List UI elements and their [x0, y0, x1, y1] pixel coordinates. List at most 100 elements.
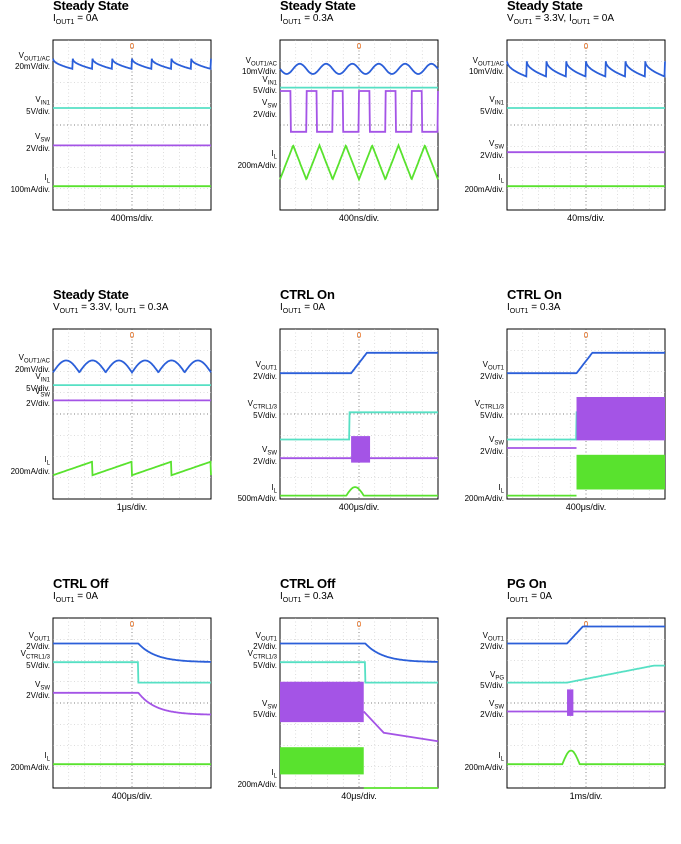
- panel-subtitle: VOUT1 = 3.3V, IOUT1 = 0.3A: [53, 302, 169, 315]
- time-scale-label: 1μs/div.: [116, 502, 148, 512]
- channel-label: VOUT1/AC 20mV/div.: [15, 50, 50, 72]
- trigger-marker: 0: [130, 331, 135, 340]
- channel-label: VSW 2V/div.: [480, 698, 504, 720]
- channel-label: VSW 2V/div.: [253, 98, 277, 119]
- trace-v-out1: [507, 625, 665, 645]
- channel-label: VIN1 5V/div.: [480, 95, 504, 116]
- channel-label: IL 200mA/div.: [10, 455, 50, 476]
- trace-v-out1: [280, 642, 438, 663]
- channel-label: VSW 2V/div.: [26, 387, 50, 408]
- time-scale-label: 40μs/div.: [341, 791, 377, 801]
- trace-i-l: [507, 749, 665, 766]
- scope-plot: 0: [52, 617, 212, 789]
- trigger-marker: 0: [130, 42, 135, 51]
- trace-v-out1: [53, 642, 211, 663]
- trace-burst: [280, 681, 364, 723]
- channel-label: IL 100mA/div.: [10, 173, 50, 194]
- scope-panel: CTRL On IOUT1 = 0A VOUT1 2V/div. VCTRL1/3 5V/…: [227, 287, 454, 555]
- panel-title: CTRL On: [507, 287, 562, 302]
- trace-baseline: [363, 710, 439, 743]
- panel-subtitle: IOUT1 = 0.3A: [280, 591, 334, 604]
- trace-burst: [576, 454, 665, 490]
- trigger-marker: 0: [357, 42, 362, 51]
- trace-v-ctrl1-3: [53, 661, 211, 684]
- scope-plot: 0: [279, 328, 439, 500]
- scope-plot: 0: [506, 39, 666, 211]
- channel-label: IL 200mA/div.: [10, 751, 50, 772]
- scope-plot: 0: [279, 39, 439, 211]
- time-scale-label: 1ms/div.: [569, 791, 603, 801]
- panel-title: PG On: [507, 576, 547, 591]
- trigger-marker: 0: [130, 620, 135, 629]
- channel-label: VIN1 5V/div.: [26, 95, 50, 116]
- scope-panel: PG On IOUT1 = 0A VOUT1 2V/div. VPG 5V/div. VSW…: [454, 576, 681, 844]
- trace-v-ctrl1-3: [280, 661, 438, 684]
- trace-burst: [351, 436, 371, 463]
- channel-label: VSW 2V/div.: [26, 679, 50, 701]
- channel-label: IL 200mA/div.: [237, 768, 277, 789]
- channel-label: VOUT1 2V/div.: [480, 630, 504, 652]
- panel-subtitle: VOUT1 = 3.3V, IOUT1 = 0A: [507, 13, 615, 26]
- scope-panel: CTRL On IOUT1 = 0.3A VOUT1 2V/div. VCTRL1/3 5…: [454, 287, 681, 555]
- trigger-marker: 0: [357, 620, 362, 629]
- time-scale-label: 400ms/div.: [110, 213, 154, 223]
- channel-label: VOUT1/AC 20mV/div.: [15, 353, 50, 374]
- channel-label: VSW 2V/div.: [253, 445, 277, 466]
- trace-burst: [576, 397, 665, 441]
- trace-burst: [280, 747, 364, 775]
- trace-v-ctrl1-3: [280, 411, 438, 441]
- trace-v-sw: [53, 691, 211, 716]
- trace-v-out1-ac: [52, 58, 212, 71]
- trace-v-out1: [280, 351, 438, 375]
- panel-title: Steady State: [53, 0, 129, 13]
- channel-label: VCTRL1/3 5V/div.: [474, 399, 504, 420]
- channel-label: VOUT1/AC 10mV/div.: [469, 55, 504, 77]
- trace-i-l: [280, 486, 438, 497]
- trigger-marker: 0: [584, 620, 589, 629]
- trace-v-pg: [507, 664, 665, 684]
- panel-subtitle: IOUT1 = 0A: [53, 591, 99, 604]
- trace-v-out1: [507, 351, 665, 375]
- channel-label: VOUT1 2V/div.: [480, 360, 504, 381]
- scope-plot: 0: [52, 39, 212, 211]
- trace-i-l: [52, 460, 212, 477]
- channel-label: VOUT1 2V/div.: [253, 360, 277, 381]
- scope-panel: CTRL Off IOUT1 = 0A VOUT1 2V/div. VCTRL1/3 5V…: [0, 576, 227, 844]
- channel-label: VIN1 5V/div.: [26, 372, 50, 393]
- scope-plot: 0: [52, 328, 212, 500]
- scope-panel: Steady State IOUT1 = 0A VOUT1/AC 20mV/div. V…: [0, 0, 227, 266]
- time-scale-label: 400μs/div.: [111, 791, 153, 801]
- panel-title: CTRL Off: [53, 576, 109, 591]
- panel-subtitle: IOUT1 = 0A: [280, 302, 326, 315]
- trace-v-out1-ac: [279, 62, 439, 75]
- scope-plot: 0: [506, 617, 666, 789]
- panel-title: CTRL Off: [280, 576, 336, 591]
- trigger-marker: 0: [584, 42, 589, 51]
- trigger-marker: 0: [357, 331, 362, 340]
- panel-title: Steady State: [280, 0, 356, 13]
- time-scale-label: 40ms/div.: [567, 213, 605, 223]
- channel-label: VOUT1/AC 10mV/div.: [242, 55, 277, 77]
- panel-subtitle: IOUT1 = 0A: [507, 591, 553, 604]
- trace-v-out1-ac: [52, 359, 212, 375]
- channel-label: VSW 2V/div.: [26, 132, 50, 153]
- panel-subtitle: IOUT1 = 0A: [53, 13, 99, 26]
- trace-v-out1-ac: [506, 61, 666, 78]
- trace-burst: [567, 689, 574, 716]
- trace-v-sw: [280, 90, 439, 133]
- channel-label: VSW 2V/div.: [480, 435, 504, 456]
- scope-panel: Steady State VOUT1 = 3.3V, IOUT1 = 0.3A VO…: [0, 287, 227, 555]
- channel-label: VPG 5V/div.: [480, 669, 504, 691]
- time-scale-label: 400μs/div.: [338, 502, 380, 512]
- channel-label: VIN1 5V/div.: [253, 74, 277, 96]
- channel-label: VSW 2V/div.: [480, 139, 504, 160]
- trace-i-l: [279, 142, 439, 182]
- trigger-marker: 0: [584, 331, 589, 340]
- time-scale-label: 400ns/div.: [338, 213, 380, 223]
- scope-panel: Steady State IOUT1 = 0.3A VOUT1/AC 10mV/div…: [227, 0, 454, 266]
- channel-label: VSW 5V/div.: [253, 698, 277, 720]
- panel-subtitle: IOUT1 = 0.3A: [507, 302, 561, 315]
- panel-title: Steady State: [53, 287, 129, 302]
- channel-label: VCTRL1/3 5V/div.: [247, 649, 277, 670]
- channel-label: IL 200mA/div.: [237, 149, 277, 170]
